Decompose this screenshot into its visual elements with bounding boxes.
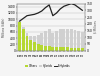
Bar	[62, 47, 65, 51]
Bar	[51, 47, 54, 51]
Bar	[40, 33, 43, 45]
Bar	[59, 29, 62, 47]
Bar	[81, 32, 84, 48]
Bar	[29, 36, 32, 40]
Bar	[22, 29, 25, 51]
Bar	[66, 47, 69, 51]
Bar	[74, 30, 76, 48]
Bar	[26, 33, 28, 36]
Y-axis label: $ Millions: $ Millions	[94, 21, 98, 34]
Bar	[74, 48, 76, 51]
Bar	[22, 27, 25, 29]
Bar	[51, 33, 54, 47]
Bar	[81, 48, 84, 51]
Bar	[77, 31, 80, 48]
Bar	[26, 36, 28, 51]
Bar	[62, 29, 65, 47]
Bar	[55, 47, 58, 51]
Bar	[33, 42, 36, 51]
Y-axis label: Millions (kWh): Millions (kWh)	[2, 17, 6, 37]
Bar	[48, 46, 51, 51]
Bar	[44, 46, 47, 51]
Bar	[18, 22, 21, 51]
Bar	[77, 48, 80, 51]
Bar	[37, 44, 40, 51]
Bar	[59, 47, 62, 51]
Bar	[29, 40, 32, 51]
Bar	[33, 36, 36, 42]
Bar	[48, 29, 51, 46]
Bar	[66, 29, 69, 47]
Bar	[44, 31, 47, 46]
Bar	[37, 35, 40, 44]
Bar	[40, 45, 43, 51]
Bar	[55, 31, 58, 47]
Bar	[70, 48, 73, 51]
Bar	[70, 29, 73, 48]
Legend: Others, Hybrids, E-Hybrids: Others, Hybrids, E-Hybrids	[24, 63, 71, 69]
